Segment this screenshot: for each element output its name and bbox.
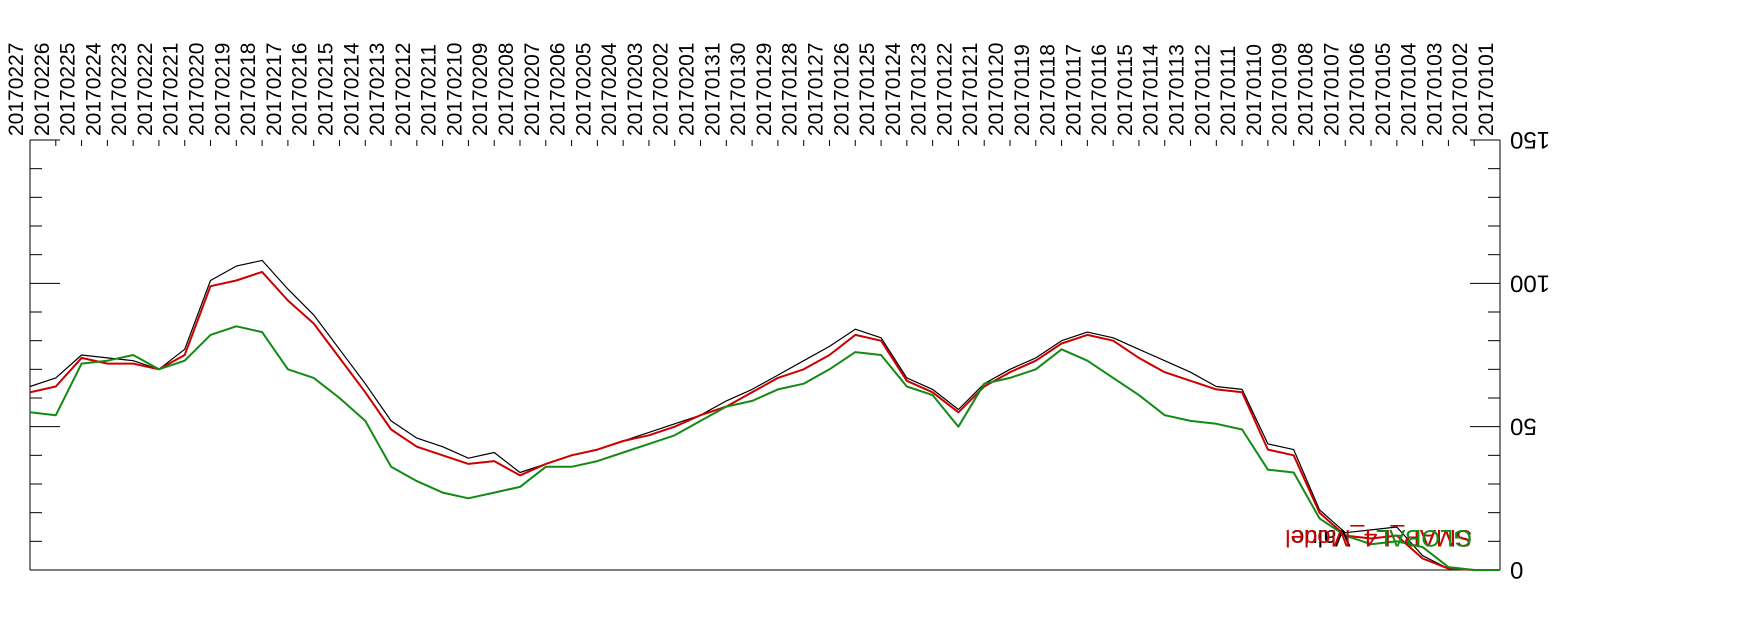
x-date-label: 20170111 (1217, 46, 1240, 136)
x-date-label: 20170130 (727, 43, 750, 136)
x-date-label: 20170107 (1320, 43, 1343, 136)
x-date-label: 20170106 (1346, 43, 1369, 136)
series-line-smap-l4-model (29, 270, 1500, 571)
x-date-label: 20170116 (1088, 44, 1111, 136)
x-date-label: 20170201 (676, 43, 699, 136)
x-date-label: 20170207 (521, 43, 544, 136)
x-date-label: 20170225 (57, 43, 80, 136)
x-date-label: 20170102 (1449, 43, 1472, 136)
x-date-label: 20170212 (392, 43, 415, 136)
x-date-label: 20170218 (237, 43, 260, 136)
x-date-label: 20170101 (1475, 43, 1498, 136)
x-date-label: 20170129 (753, 43, 776, 136)
x-date-label: 20170219 (211, 43, 234, 136)
x-date-label: 20170108 (1294, 43, 1317, 136)
y-tick-label: 150 (1510, 126, 1550, 153)
y-axis: 0 50 100 150 (30, 126, 1550, 583)
x-date-label: 20170114 (1140, 44, 1163, 136)
x-date-label: 20170110 (1243, 44, 1266, 136)
x-date-label: 20170121 (959, 43, 982, 136)
x-date-label: 20170208 (495, 43, 518, 136)
x-date-label: 20170119 (1011, 44, 1034, 136)
x-date-label: 20170126 (830, 43, 853, 136)
x-date-label: 20170105 (1372, 43, 1395, 136)
x-date-label: 20170124 (882, 42, 905, 136)
x-date-label: 20170213 (366, 43, 389, 136)
x-date-label: 20170221 (160, 43, 183, 136)
series-line-global (29, 325, 1500, 571)
x-date-label: 20170127 (804, 43, 827, 136)
x-date-label: 20170125 (856, 43, 879, 136)
x-date-label: 20170209 (469, 43, 492, 136)
x-date-label: 20170120 (985, 43, 1008, 136)
x-date-label: 20170220 (186, 43, 209, 136)
x-date-label: 20170223 (108, 43, 131, 136)
x-date-label: 20170226 (31, 43, 54, 136)
y-tick-label: 0 (1510, 556, 1523, 583)
legend-entry: GLOBAL (1376, 524, 1472, 551)
x-date-label: 20170104 (1398, 42, 1421, 136)
x-axis: 2017010120170102201701032017010420170105… (5, 42, 1501, 146)
x-date-label: 20170217 (263, 43, 286, 136)
x-date-label: 20170122 (933, 43, 956, 136)
legend-entry: SMAP_L4_Value (1291, 524, 1472, 551)
series-layer (29, 259, 1500, 571)
x-date-label: 20170123 (908, 43, 931, 136)
x-date-label: 20170210 (443, 43, 466, 136)
x-date-label: 20170205 (572, 43, 595, 136)
x-date-label: 20170103 (1423, 43, 1446, 136)
x-date-label: 20170112 (1191, 44, 1214, 136)
x-date-label: 20170216 (289, 43, 312, 136)
x-date-label: 20170113 (1166, 44, 1189, 136)
y-tick-label: 50 (1510, 413, 1537, 440)
x-date-label: 20170117 (1062, 44, 1085, 136)
x-date-label: 20170203 (624, 43, 647, 136)
x-date-label: 20170227 (5, 43, 28, 136)
x-date-label: 20170131 (701, 43, 724, 136)
x-date-label: 20170128 (779, 43, 802, 136)
plot-frame (29, 140, 1501, 571)
x-date-label: 20170215 (314, 43, 337, 136)
legend-entry: SMAP_L4_Model (1285, 524, 1472, 551)
x-date-label: 20170118 (1037, 44, 1060, 136)
y-tick-label: 100 (1510, 269, 1550, 296)
x-date-label: 20170206 (547, 43, 570, 136)
x-date-label: 20170202 (650, 43, 673, 136)
x-date-label: 20170211 (418, 44, 441, 136)
x-date-label: 20170214 (340, 42, 363, 136)
x-date-label: 20170109 (1269, 43, 1292, 136)
x-date-label: 20170224 (82, 42, 105, 136)
x-date-label: 20170115 (1114, 44, 1137, 136)
x-date-label: 20170222 (134, 43, 157, 136)
series-line-smap-l4-value-observed (29, 259, 1500, 571)
x-date-label: 20170204 (598, 42, 621, 136)
